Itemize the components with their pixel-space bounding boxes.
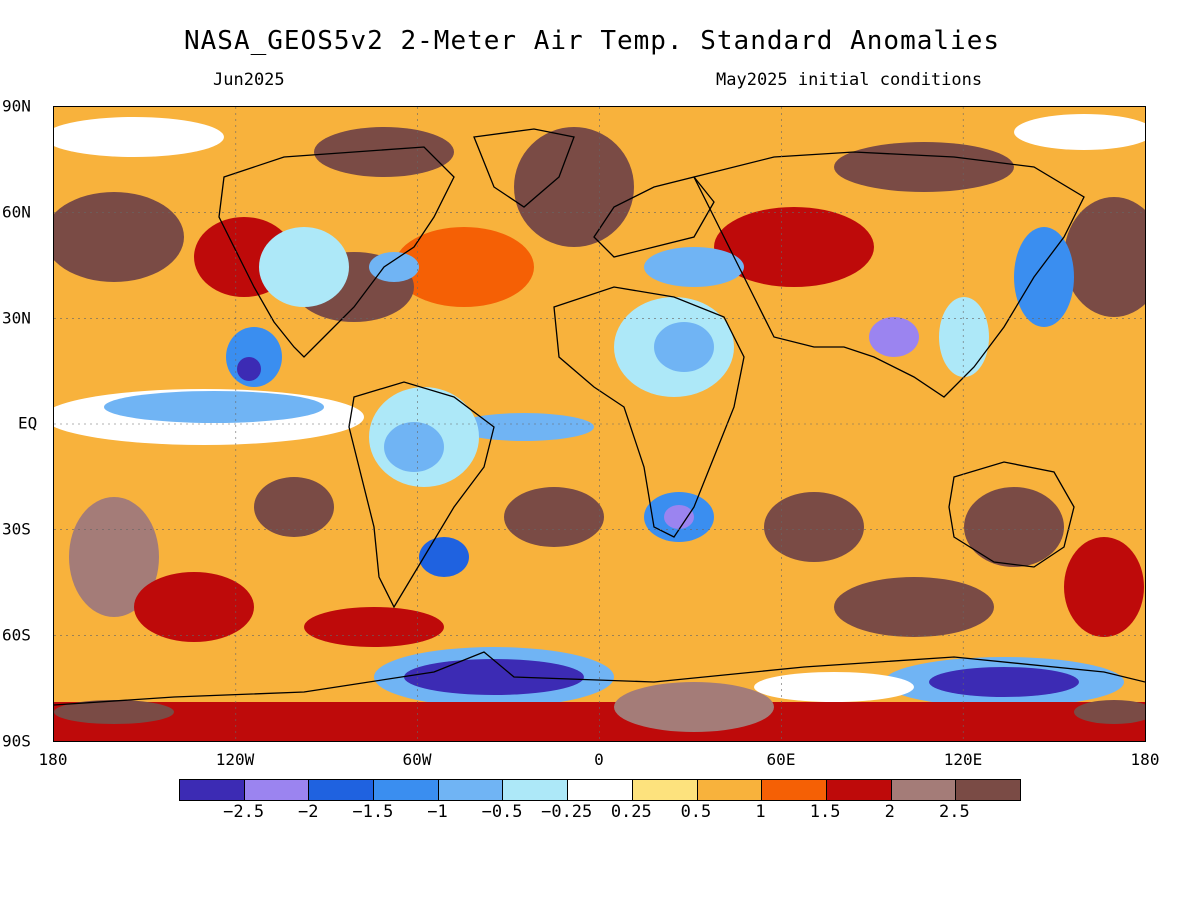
lat-label-60s: 60S [2,625,31,645]
colorbar-label: −2 [297,802,319,822]
lon-label-120w: 120W [215,750,255,769]
colorbar-label: −1.5 [352,802,394,822]
colorbar-swatch [244,780,310,800]
colorbar-swatch [503,780,569,800]
colorbar-swatch [568,780,633,800]
colorbar-label: 1.5 [809,802,841,822]
colorbar-label: −0.25 [541,802,593,822]
colorbar-label: 1 [755,802,766,822]
colorbar-swatch [309,780,375,800]
colorbar-label: 2 [884,802,895,822]
colorbar-swatch [697,780,763,800]
lon-label-0: 0 [594,750,604,769]
colorbar-swatch [374,780,439,800]
lon-label-180e: 180 [1130,750,1160,769]
colorbar-swatch [956,780,1020,800]
lat-label-60n: 60N [2,202,31,222]
map-canvas [54,107,1145,741]
anomaly-fields [54,107,1145,741]
colorbar-swatch [180,780,245,800]
colorbar-swatch [826,780,892,800]
colorbar [179,779,1021,801]
colorbar-label: −2.5 [223,802,265,822]
colorbar-label: −1 [427,802,448,822]
initial-conditions: May2025 initial conditions [716,70,983,90]
coastlines [54,128,1145,706]
lat-label-eq: EQ [18,413,38,433]
colorbar-swatch [762,780,827,800]
lon-label-120e: 120E [943,750,983,769]
lat-label-90n: 90N [2,96,31,116]
graticule [54,107,1145,741]
lon-label-60e: 60E [766,750,796,769]
colorbar-label: 2.5 [939,802,970,822]
chart-title: NASA_GEOS5v2 2-Meter Air Temp. Standard … [183,26,1000,56]
lon-label-180w: 180 [38,750,68,769]
colorbar-label: 0.25 [610,802,652,822]
lat-label-90s: 90S [2,731,31,751]
colorbar-swatch [438,780,504,800]
forecast-month: Jun2025 [213,70,285,90]
colorbar-label: −0.5 [481,802,523,822]
colorbar-swatch [632,780,698,800]
colorbar-swatch [891,780,957,800]
lat-label-30n: 30N [2,308,31,328]
lon-label-60w: 60W [402,750,432,769]
lat-label-30s: 30S [2,519,31,539]
colorbar-label: 0.5 [680,802,712,822]
anomaly-map [53,106,1146,742]
